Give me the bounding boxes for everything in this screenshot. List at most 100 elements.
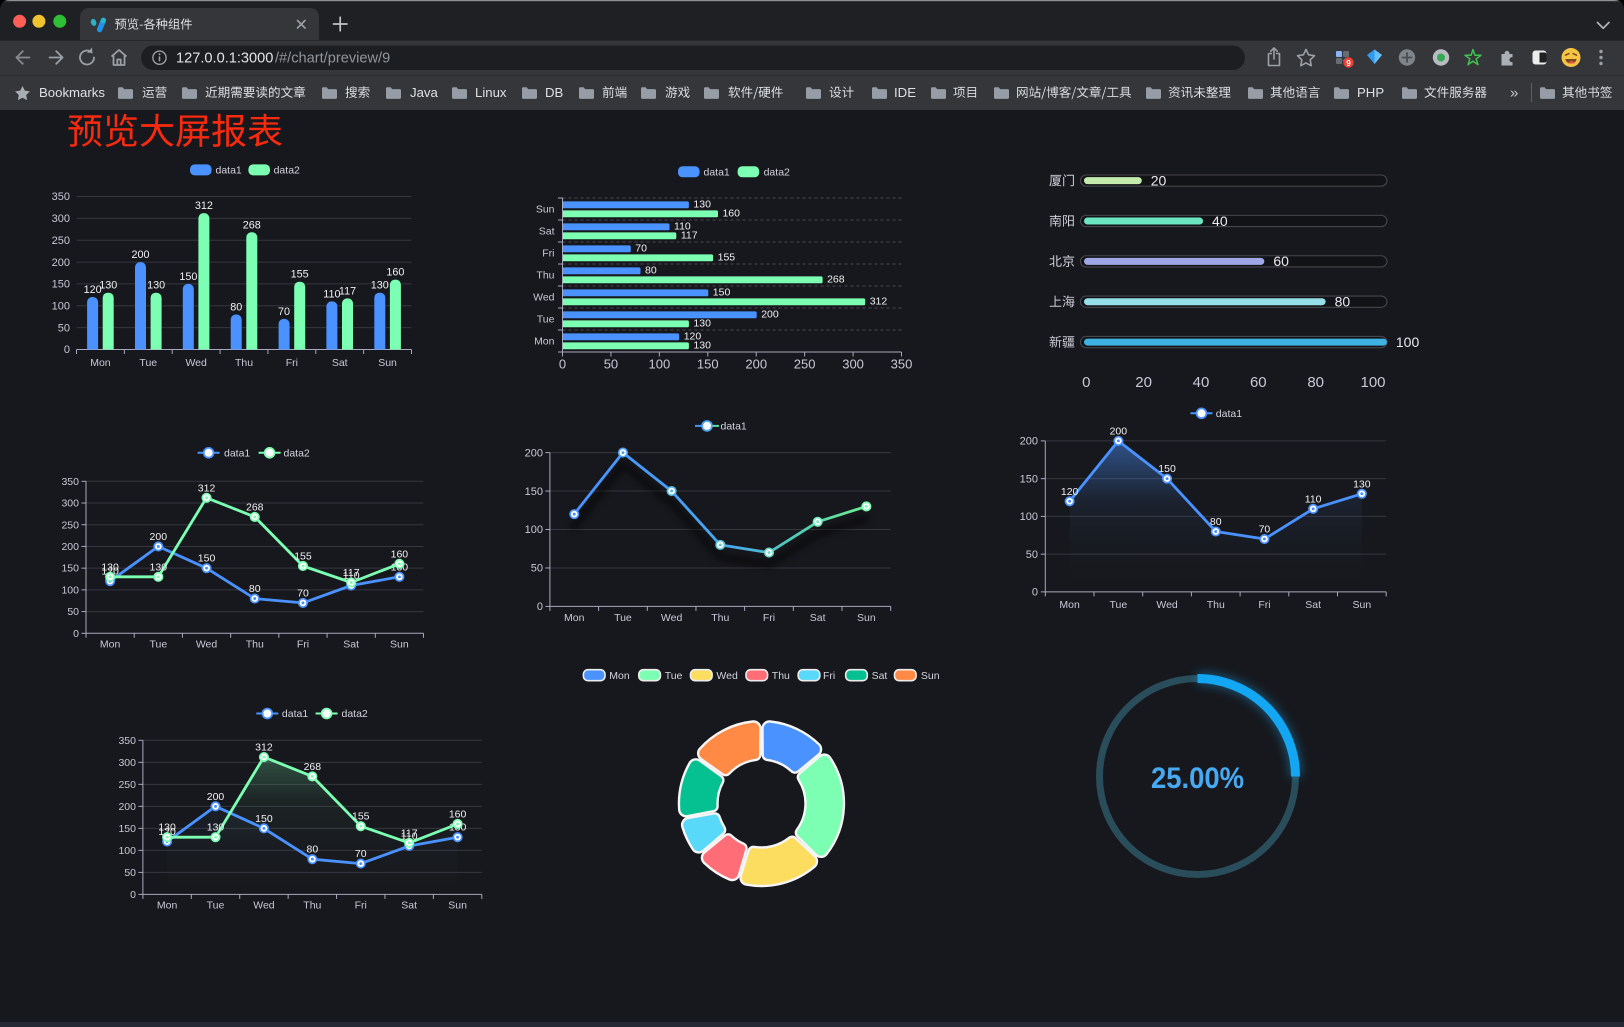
svg-text:312: 312 <box>870 296 888 308</box>
svg-text:Sun: Sun <box>536 204 555 216</box>
svg-text:40: 40 <box>1212 213 1228 229</box>
svg-text:312: 312 <box>255 742 273 754</box>
svg-text:Wed: Wed <box>253 900 275 912</box>
svg-text:0: 0 <box>1082 374 1090 391</box>
svg-text:200: 200 <box>745 357 767 372</box>
svg-text:Wed: Wed <box>661 612 683 624</box>
svg-text:130: 130 <box>158 822 176 834</box>
svg-text:Sat: Sat <box>401 900 417 912</box>
svg-text:Sat: Sat <box>539 226 555 238</box>
svg-text:160: 160 <box>391 548 409 560</box>
svg-text:100: 100 <box>1396 334 1420 350</box>
svg-text:350: 350 <box>61 476 79 488</box>
svg-text:50: 50 <box>58 322 70 334</box>
svg-text:155: 155 <box>291 269 309 281</box>
svg-text:268: 268 <box>304 761 322 773</box>
svg-text:200: 200 <box>1110 425 1128 437</box>
svg-text:Mon: Mon <box>100 639 121 651</box>
svg-text:120: 120 <box>684 331 702 343</box>
svg-text:PHP: PHP <box>1357 85 1384 100</box>
svg-text:110: 110 <box>401 830 418 842</box>
svg-text:120: 120 <box>1061 486 1079 498</box>
svg-text:268: 268 <box>246 501 264 513</box>
svg-text:50: 50 <box>124 867 136 879</box>
svg-text:110: 110 <box>1305 493 1322 505</box>
svg-text:100: 100 <box>649 357 671 372</box>
svg-text:»: » <box>1510 85 1518 102</box>
svg-text:0: 0 <box>537 601 543 613</box>
svg-text:100: 100 <box>1020 511 1038 523</box>
svg-text:Thu: Thu <box>711 612 729 624</box>
svg-text:data1: data1 <box>282 708 308 720</box>
svg-text:Sat: Sat <box>810 612 826 624</box>
svg-text:Thu: Thu <box>772 670 790 682</box>
svg-text:80: 80 <box>1210 516 1222 528</box>
svg-text:200: 200 <box>131 249 149 261</box>
svg-text:Sun: Sun <box>448 900 467 912</box>
svg-text:Thu: Thu <box>536 270 554 282</box>
svg-text:0: 0 <box>559 357 566 372</box>
svg-text:60: 60 <box>1273 253 1289 269</box>
svg-text:155: 155 <box>294 550 312 562</box>
svg-text:Thu: Thu <box>246 639 264 651</box>
svg-text:data1: data1 <box>1216 408 1242 420</box>
svg-text:data1: data1 <box>224 448 250 460</box>
svg-text:250: 250 <box>794 357 816 372</box>
svg-text:Sun: Sun <box>390 639 409 651</box>
svg-text:Mon: Mon <box>609 670 630 682</box>
svg-text:100: 100 <box>118 845 136 857</box>
svg-text:Tue: Tue <box>139 357 157 369</box>
svg-text:Fri: Fri <box>297 639 309 651</box>
svg-text:Mon: Mon <box>90 357 111 369</box>
svg-text:150: 150 <box>255 813 273 825</box>
svg-text:100: 100 <box>1360 374 1385 391</box>
svg-text:155: 155 <box>352 811 370 823</box>
svg-text:130: 130 <box>147 280 165 292</box>
svg-text:100: 100 <box>525 524 543 536</box>
svg-text:Wed: Wed <box>716 670 738 682</box>
svg-text:Sat: Sat <box>1305 599 1321 611</box>
svg-text:117: 117 <box>339 285 356 297</box>
svg-text:data2: data2 <box>342 708 368 720</box>
svg-text:40: 40 <box>1193 374 1210 391</box>
svg-text:300: 300 <box>52 213 70 225</box>
svg-text:150: 150 <box>713 287 731 299</box>
svg-text:Mon: Mon <box>1059 599 1080 611</box>
svg-text:Bookmarks: Bookmarks <box>39 85 105 100</box>
svg-text:200: 200 <box>525 447 543 459</box>
svg-text:data1: data1 <box>721 421 747 433</box>
svg-text:data1: data1 <box>216 165 242 177</box>
svg-text:350: 350 <box>891 357 913 372</box>
svg-text:160: 160 <box>449 808 467 820</box>
svg-text:data1: data1 <box>704 167 730 179</box>
svg-text:Sat: Sat <box>343 639 359 651</box>
svg-text:Tue: Tue <box>614 612 632 624</box>
svg-text:Tue: Tue <box>665 670 683 682</box>
svg-text:130: 130 <box>150 561 168 573</box>
svg-text:data2: data2 <box>274 165 300 177</box>
svg-text:Mon: Mon <box>564 612 585 624</box>
svg-text:150: 150 <box>52 279 70 291</box>
svg-text:Sun: Sun <box>921 670 940 682</box>
svg-text:150: 150 <box>1020 473 1038 485</box>
svg-text:0: 0 <box>130 889 136 901</box>
svg-text:Thu: Thu <box>235 357 253 369</box>
svg-text:Sun: Sun <box>857 612 876 624</box>
svg-text:110: 110 <box>674 221 691 233</box>
svg-text:0: 0 <box>1032 587 1038 599</box>
svg-text:130: 130 <box>1353 478 1371 490</box>
svg-text:160: 160 <box>722 208 740 220</box>
svg-text:80: 80 <box>307 844 319 856</box>
svg-text:80: 80 <box>1335 294 1351 310</box>
svg-text:200: 200 <box>761 309 779 321</box>
svg-text:250: 250 <box>52 235 70 247</box>
svg-text:Wed: Wed <box>1156 599 1178 611</box>
svg-text:Sun: Sun <box>378 357 397 369</box>
svg-text:312: 312 <box>198 482 216 494</box>
svg-text:300: 300 <box>118 757 136 769</box>
svg-text:Fri: Fri <box>763 612 775 624</box>
svg-text:200: 200 <box>118 801 136 813</box>
svg-text:data2: data2 <box>764 167 790 179</box>
svg-text:150: 150 <box>525 486 543 498</box>
svg-text:Tue: Tue <box>149 639 167 651</box>
